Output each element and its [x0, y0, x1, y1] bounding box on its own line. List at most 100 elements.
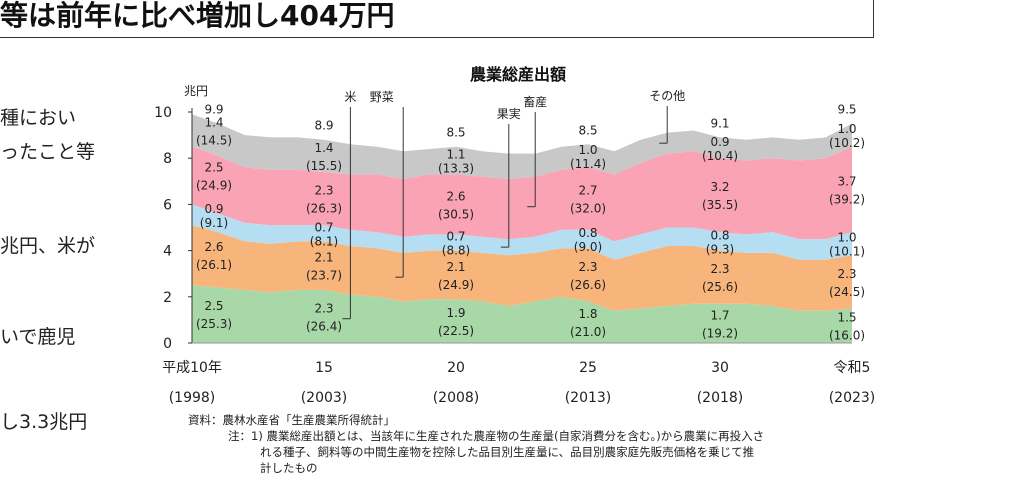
data-share-label: (16.0) — [829, 329, 865, 343]
data-share-label: (32.0) — [570, 202, 606, 216]
data-share-label: (10.2) — [829, 136, 865, 150]
data-value-label: 3.7 — [837, 174, 856, 188]
footnote-line: れる種子、飼料等の中間生産物を控除した品目別生産量に、品目別農家庭先販売価格を乗… — [260, 445, 755, 459]
data-share-label: (39.2) — [829, 192, 865, 206]
data-value-label: 1.0 — [837, 231, 856, 245]
total-label: 8.5 — [446, 126, 465, 140]
y-tick-label: 2 — [163, 290, 172, 306]
data-share-label: (24.5) — [829, 285, 865, 299]
x-tick-sub-label: (2003) — [301, 390, 348, 406]
data-share-label: (26.6) — [570, 278, 606, 292]
x-tick-label: 平成10年 — [162, 360, 222, 376]
area-4 — [192, 114, 852, 179]
x-tick-sub-label: (2018) — [697, 390, 744, 406]
data-value-label: 2.3 — [578, 260, 597, 274]
data-share-label: (24.9) — [196, 179, 232, 193]
data-share-label: (21.0) — [570, 325, 606, 339]
y-tick-label: 8 — [163, 151, 172, 167]
data-value-label: 2.5 — [204, 299, 223, 313]
y-tick-label: 4 — [163, 244, 172, 260]
x-tick-sub-label: (2023) — [829, 390, 876, 406]
data-value-label: 1.4 — [204, 115, 223, 129]
data-share-label: (25.6) — [702, 280, 738, 294]
data-value-label: 2.3 — [314, 184, 333, 198]
callout-label: 果実 — [497, 106, 521, 121]
data-share-label: (10.4) — [702, 149, 738, 163]
callout-label: 米 — [344, 90, 356, 104]
total-label: 8.9 — [314, 119, 333, 133]
callout-label: 畜産 — [523, 94, 547, 109]
data-value-label: 2.6 — [204, 240, 223, 254]
headline-box — [0, 0, 874, 38]
data-value-label: 1.8 — [578, 307, 597, 321]
total-label: 9.9 — [204, 102, 223, 116]
x-tick-sub-label: (1998) — [169, 390, 216, 406]
x-tick-sub-label: (2008) — [433, 390, 480, 406]
data-value-label: 0.9 — [710, 135, 729, 149]
footnote-line: 計したもの — [260, 461, 318, 475]
data-value-label: 1.1 — [446, 148, 465, 162]
data-value-label: 0.7 — [314, 220, 333, 234]
area-3 — [192, 146, 852, 242]
data-share-label: (26.4) — [306, 319, 342, 333]
side-text-line: 種におい — [0, 107, 77, 129]
data-share-label: (10.1) — [829, 245, 865, 259]
x-tick-label: 令和5 — [834, 360, 871, 376]
y-tick-label: 0 — [163, 336, 172, 352]
data-share-label: (26.1) — [196, 258, 232, 272]
chart-title: 農業総産出額 — [470, 65, 566, 84]
data-share-label: (30.5) — [438, 207, 474, 221]
data-value-label: 2.1 — [314, 251, 333, 265]
y-axis-unit: 兆円 — [184, 84, 208, 98]
data-value-label: 0.8 — [710, 228, 729, 242]
y-tick-label: 10 — [154, 105, 172, 121]
data-share-label: (26.3) — [306, 202, 342, 216]
data-share-label: (13.3) — [438, 162, 474, 176]
area-2 — [192, 204, 852, 260]
total-label: 9.1 — [710, 116, 729, 130]
data-share-label: (9.1) — [200, 216, 228, 230]
data-value-label: 2.3 — [837, 267, 856, 281]
footnote-line: 注：1) 農業総産出額とは、当該年に生産された農産物の生産量(自家消費分を含む。… — [228, 429, 765, 443]
callout-label: 野菜 — [370, 90, 394, 104]
x-tick-label: 25 — [579, 360, 597, 376]
x-tick-label: 20 — [447, 360, 465, 376]
x-tick-label: 15 — [315, 360, 333, 376]
data-share-label: (14.5) — [196, 133, 232, 147]
data-value-label: 0.8 — [578, 226, 597, 240]
area-0 — [192, 285, 852, 343]
side-text-line: ったこと等 — [0, 141, 96, 163]
data-value-label: 0.7 — [446, 230, 465, 244]
data-value-label: 1.4 — [314, 141, 333, 155]
callout-label: その他 — [649, 89, 685, 103]
data-share-label: (22.5) — [438, 324, 474, 338]
total-label: 9.5 — [837, 103, 856, 117]
data-value-label: 1.7 — [710, 308, 729, 322]
data-value-label: 0.9 — [204, 202, 223, 216]
data-share-label: (15.5) — [306, 159, 342, 173]
data-share-label: (11.4) — [570, 157, 606, 171]
data-value-label: 2.3 — [314, 301, 333, 315]
data-share-label: (9.3) — [706, 242, 734, 256]
x-tick-sub-label: (2013) — [565, 390, 612, 406]
data-share-label: (23.7) — [306, 269, 342, 283]
data-share-label: (9.0) — [574, 240, 602, 254]
data-value-label: 3.2 — [710, 180, 729, 194]
data-value-label: 2.7 — [578, 184, 597, 198]
data-share-label: (25.3) — [196, 317, 232, 331]
data-share-label: (8.8) — [442, 244, 470, 258]
data-value-label: 1.9 — [446, 306, 465, 320]
side-text-line: いで鹿児 — [0, 326, 76, 348]
data-share-label: (8.1) — [310, 234, 338, 248]
data-value-label: 2.6 — [446, 189, 465, 203]
data-share-label: (24.9) — [438, 278, 474, 292]
side-text-line: し3.3兆円 — [0, 411, 88, 433]
data-value-label: 2.1 — [446, 260, 465, 274]
source-note: 資料：農林水産省「生産農業所得統計」 — [188, 413, 395, 427]
data-share-label: (19.2) — [702, 326, 738, 340]
data-value-label: 1.0 — [578, 143, 597, 157]
data-value-label: 1.5 — [837, 311, 856, 325]
y-tick-label: 6 — [163, 197, 172, 213]
headline-text: 等は前年に比べ増加し404万円 — [0, 0, 395, 32]
data-share-label: (35.5) — [702, 198, 738, 212]
